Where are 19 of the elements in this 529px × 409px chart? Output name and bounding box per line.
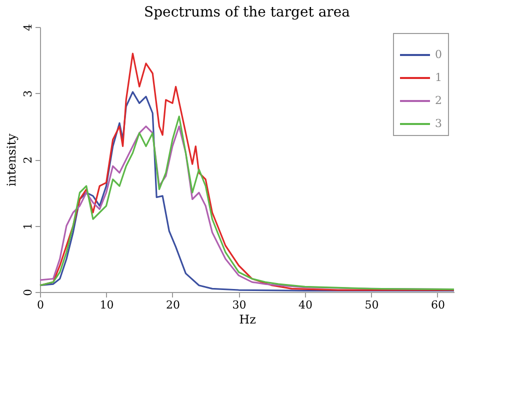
x-tick-label: 20 <box>166 298 180 312</box>
y-axis-title: intensity <box>4 133 18 186</box>
legend-label: 3 <box>435 117 442 130</box>
x-axis-title: Hz <box>239 312 256 326</box>
x-tick-label: 40 <box>298 298 312 312</box>
y-tick-label: 1 <box>22 222 34 230</box>
y-tick-label: 4 <box>22 24 34 31</box>
y-tick-label: 2 <box>22 156 34 164</box>
x-tick-label: 10 <box>100 298 114 312</box>
x-tick-label: 50 <box>364 298 379 312</box>
x-tick-label: 30 <box>232 298 246 312</box>
legend-label: 2 <box>435 94 442 107</box>
legend-label: 0 <box>435 48 442 61</box>
x-tick-label: 60 <box>430 298 445 312</box>
legend-label: 1 <box>435 71 442 84</box>
x-tick-label: 0 <box>37 298 44 312</box>
chart-title: Spectrums of the target area <box>144 4 350 20</box>
y-tick-label: 0 <box>22 289 34 296</box>
y-tick-label: 3 <box>22 90 34 98</box>
